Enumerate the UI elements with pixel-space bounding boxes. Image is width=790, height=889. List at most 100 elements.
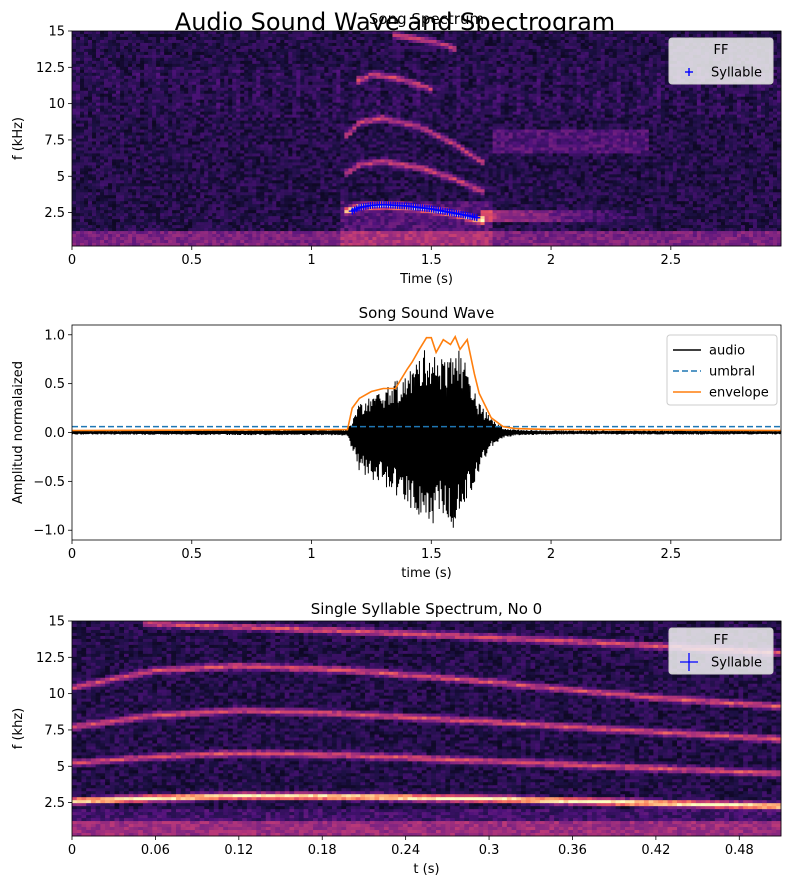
spectrogram-cell (324, 51, 329, 56)
spectrogram-cell (320, 36, 325, 41)
spectrogram-cell (144, 33, 149, 38)
spectrogram-cell (252, 72, 257, 77)
spectrogram-cell (296, 93, 301, 98)
spectrogram-cell (280, 93, 285, 98)
spectrogram-cell (264, 153, 269, 157)
spectrogram-cell (216, 204, 221, 208)
spectrogram-cell (136, 192, 141, 196)
spectrogram-cell (248, 171, 253, 175)
spectrogram-cell (204, 36, 209, 41)
spectrogram-cell (288, 54, 293, 59)
spectrogram-cell (316, 243, 321, 247)
spectrogram-cell (252, 141, 257, 145)
spectrogram-cell (308, 222, 313, 226)
spectrogram-cell (292, 111, 297, 116)
spectrogram-cell (132, 153, 137, 157)
spectrogram-cell (128, 138, 133, 142)
spectrogram-cell (348, 84, 353, 89)
spectrogram-cell (208, 60, 213, 65)
spectrogram-cell (108, 99, 113, 104)
spectrogram-cell (276, 114, 281, 118)
spectrogram-cell (332, 213, 337, 217)
spectrogram-cell (312, 150, 317, 154)
spectrogram-cell (80, 51, 85, 56)
spectrogram-cell (348, 39, 353, 44)
spectrogram-cell (172, 117, 177, 121)
spectrogram-cell (176, 201, 181, 205)
spectrogram-cell (80, 216, 85, 220)
spectrogram-cell (164, 207, 169, 211)
spectrogram-cell (320, 147, 325, 151)
spectrogram-cell (116, 78, 121, 83)
spectrogram-cell (100, 189, 105, 193)
spectrogram-cell (172, 66, 177, 71)
spectrogram-cell (332, 180, 337, 184)
spectrogram-cell (204, 114, 209, 118)
spectrogram-cell (340, 183, 345, 187)
spectrogram-cell (284, 171, 289, 175)
spectrogram-cell (92, 150, 97, 154)
spectrogram-cell (172, 198, 177, 202)
spectrogram-cell (104, 192, 109, 196)
spectrogram-cell (284, 51, 289, 56)
spectrogram-cell (232, 183, 237, 187)
spectrogram-cell (256, 75, 261, 80)
spectrogram-cell (292, 31, 297, 35)
spectrogram-cell (76, 69, 81, 74)
spectrogram-cell (256, 63, 261, 68)
spectrogram-cell (84, 189, 89, 193)
spectrogram-cell (232, 153, 237, 157)
spectrogram-cell (312, 171, 317, 175)
spectrogram-cell (140, 186, 145, 190)
spectrogram-cell (112, 48, 117, 53)
spectrogram-cell (112, 114, 117, 118)
spectrogram-cell (96, 165, 101, 169)
spectrogram-cell (92, 117, 97, 121)
spectrogram-cell (344, 210, 349, 214)
spectrogram-cell (224, 99, 229, 104)
spectrogram-cell (276, 234, 281, 238)
spectrogram-cell (188, 207, 193, 211)
spectrogram-cell (168, 177, 173, 181)
spectrogram-cell (76, 138, 81, 142)
spectrogram-cell (212, 228, 217, 232)
spectrogram-cell (288, 69, 293, 74)
spectrogram-cell (172, 60, 177, 65)
spectrogram-cell (216, 114, 221, 118)
spectrogram-cell (104, 31, 109, 35)
spectrogram-cell (308, 198, 313, 202)
spectrogram-cell (256, 138, 261, 142)
spectrogram-cell (328, 60, 333, 65)
spectrogram-cell (336, 93, 341, 98)
spectrogram-cell (184, 183, 189, 187)
spectrogram-cell (344, 72, 349, 77)
spectrogram-cell (88, 177, 93, 181)
spectrogram-cell (272, 99, 277, 104)
spectrogram-cell (268, 42, 273, 47)
spectrogram-cell (152, 63, 157, 68)
spectrogram-cell (256, 51, 261, 56)
spectrogram-cell (324, 156, 329, 160)
spectrogram-cell (276, 180, 281, 184)
spectrogram-cell (112, 171, 117, 175)
spectrogram-cell (100, 156, 105, 160)
spectrogram-cell (144, 99, 149, 104)
spectrogram-cell (196, 186, 201, 190)
spectrogram-cell (280, 177, 285, 181)
spectrogram-cell (180, 57, 185, 62)
spectrogram-cell (248, 132, 253, 136)
spectrogram-cell (88, 66, 93, 71)
spectrogram-cell (128, 234, 133, 238)
spectrogram-cell (316, 117, 321, 121)
spectrogram-cell (180, 153, 185, 157)
spectrogram-cell (336, 57, 341, 62)
spectrogram-cell (184, 159, 189, 163)
spectrogram-cell (204, 216, 209, 220)
spectrogram-cell (228, 114, 233, 118)
spectrogram-cell (160, 165, 165, 169)
spectrogram-cell (88, 117, 93, 121)
spectrogram-cell (112, 108, 117, 113)
spectrogram-cell (152, 81, 157, 86)
spectrogram-cell (104, 138, 109, 142)
spectrogram-cell (80, 207, 85, 211)
